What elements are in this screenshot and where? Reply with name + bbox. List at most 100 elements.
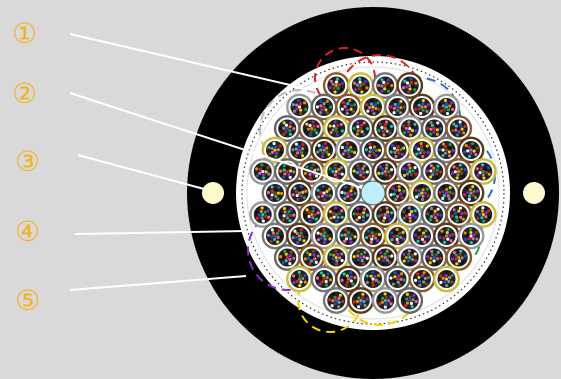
fiber-unit [359, 265, 387, 293]
callout-label-4: ④ [15, 215, 40, 248]
fiber-unit [286, 179, 313, 207]
fiber-unit [408, 136, 436, 164]
callout-labels: ① ② ③ ④ ⑤ [12, 17, 40, 317]
fiber-unit [310, 265, 338, 293]
fiber-unit [433, 136, 460, 164]
fiber-unit [249, 158, 277, 185]
leader-line-3 [77, 154, 205, 190]
fiber-unit [457, 136, 485, 164]
callout-label-1: ① [12, 17, 37, 50]
leader-lines [69, 33, 363, 291]
fiber-unit [396, 244, 424, 271]
fiber-unit [371, 287, 399, 314]
fiber-unit [347, 72, 375, 99]
fiber-unit [322, 72, 350, 99]
binder-tape-dotted [241, 61, 505, 325]
fiber-unit [335, 222, 362, 250]
fiber-units [249, 72, 497, 314]
fiber-unit [273, 201, 301, 228]
leader-line-2 [69, 92, 363, 189]
fiber-unit [347, 244, 375, 271]
fiber-unit [359, 93, 387, 121]
fiber-unit [298, 115, 326, 142]
fiber-unit [371, 158, 399, 185]
fiber-unit [359, 136, 387, 164]
fiber-unit [261, 222, 289, 250]
fiber-unit [433, 93, 460, 121]
fiber-unit [335, 179, 362, 207]
leader-line-1 [69, 33, 304, 89]
fiber-unit [433, 179, 460, 207]
fiber-unit [286, 222, 313, 250]
fiber-unit [457, 179, 485, 207]
fiber-unit [261, 179, 289, 207]
fiber-unit [396, 158, 424, 185]
fiber-unit [335, 136, 362, 164]
callout-label-3: ③ [15, 145, 40, 178]
fiber-unit [371, 115, 399, 142]
fiber-unit [322, 201, 350, 228]
fiber-unit [371, 244, 399, 271]
fiber-unit [408, 179, 436, 207]
fiber-unit [420, 201, 448, 228]
fiber-unit [420, 158, 448, 185]
fiber-unit [335, 93, 362, 121]
sheath-strength-member-left [202, 182, 224, 204]
fiber-unit [273, 244, 301, 271]
fiber-unit [384, 136, 411, 164]
fiber-unit [347, 115, 375, 142]
fiber-unit [322, 287, 350, 314]
fiber-unit [286, 93, 313, 121]
fiber-unit [445, 244, 473, 271]
fiber-unit [286, 136, 313, 164]
fiber-unit [322, 244, 350, 271]
fiber-unit [347, 287, 375, 314]
fiber-unit [273, 115, 301, 142]
fiber-unit [408, 222, 436, 250]
fiber-unit [420, 115, 448, 142]
fiber-unit [310, 93, 338, 121]
fiber-unit [347, 201, 375, 228]
sheath-strength-member-right [523, 182, 545, 204]
fiber-unit [322, 115, 350, 142]
fiber-unit [371, 201, 399, 228]
fiber-unit [310, 136, 338, 164]
fiber-unit [298, 201, 326, 228]
fiber-unit [469, 158, 497, 185]
fiber-unit [359, 222, 387, 250]
fiber-unit [249, 201, 277, 228]
callout-label-2: ② [12, 77, 37, 110]
fiber-unit [433, 222, 460, 250]
fiber-unit [384, 93, 411, 121]
fiber-unit [396, 287, 424, 314]
fiber-unit [286, 265, 313, 293]
fiber-unit [457, 222, 485, 250]
cable-cross-section [187, 7, 559, 379]
fiber-unit [445, 201, 473, 228]
fiber-unit [384, 222, 411, 250]
fiber-unit [396, 115, 424, 142]
fiber-unit [396, 72, 424, 99]
leader-line-4 [74, 230, 247, 235]
fiber-unit [310, 179, 338, 207]
fiber-unit [261, 136, 289, 164]
fiber-unit [371, 72, 399, 99]
fiber-unit [396, 201, 424, 228]
fiber-unit [420, 244, 448, 271]
fiber-unit [445, 115, 473, 142]
callout-label-5: ⑤ [15, 284, 40, 317]
fiber-unit [408, 93, 436, 121]
fiber-unit [433, 265, 460, 293]
fiber-unit [384, 265, 411, 293]
fiber-unit [335, 265, 362, 293]
leader-line-5 [69, 275, 247, 291]
fiber-unit [445, 158, 473, 185]
inner-binder-ring [246, 66, 500, 320]
fiber-unit [469, 201, 497, 228]
fiber-unit [347, 158, 375, 185]
fiber-unit [408, 265, 436, 293]
center-strength-member [360, 180, 386, 206]
fiber-unit [384, 179, 411, 207]
fiber-unit [298, 244, 326, 271]
